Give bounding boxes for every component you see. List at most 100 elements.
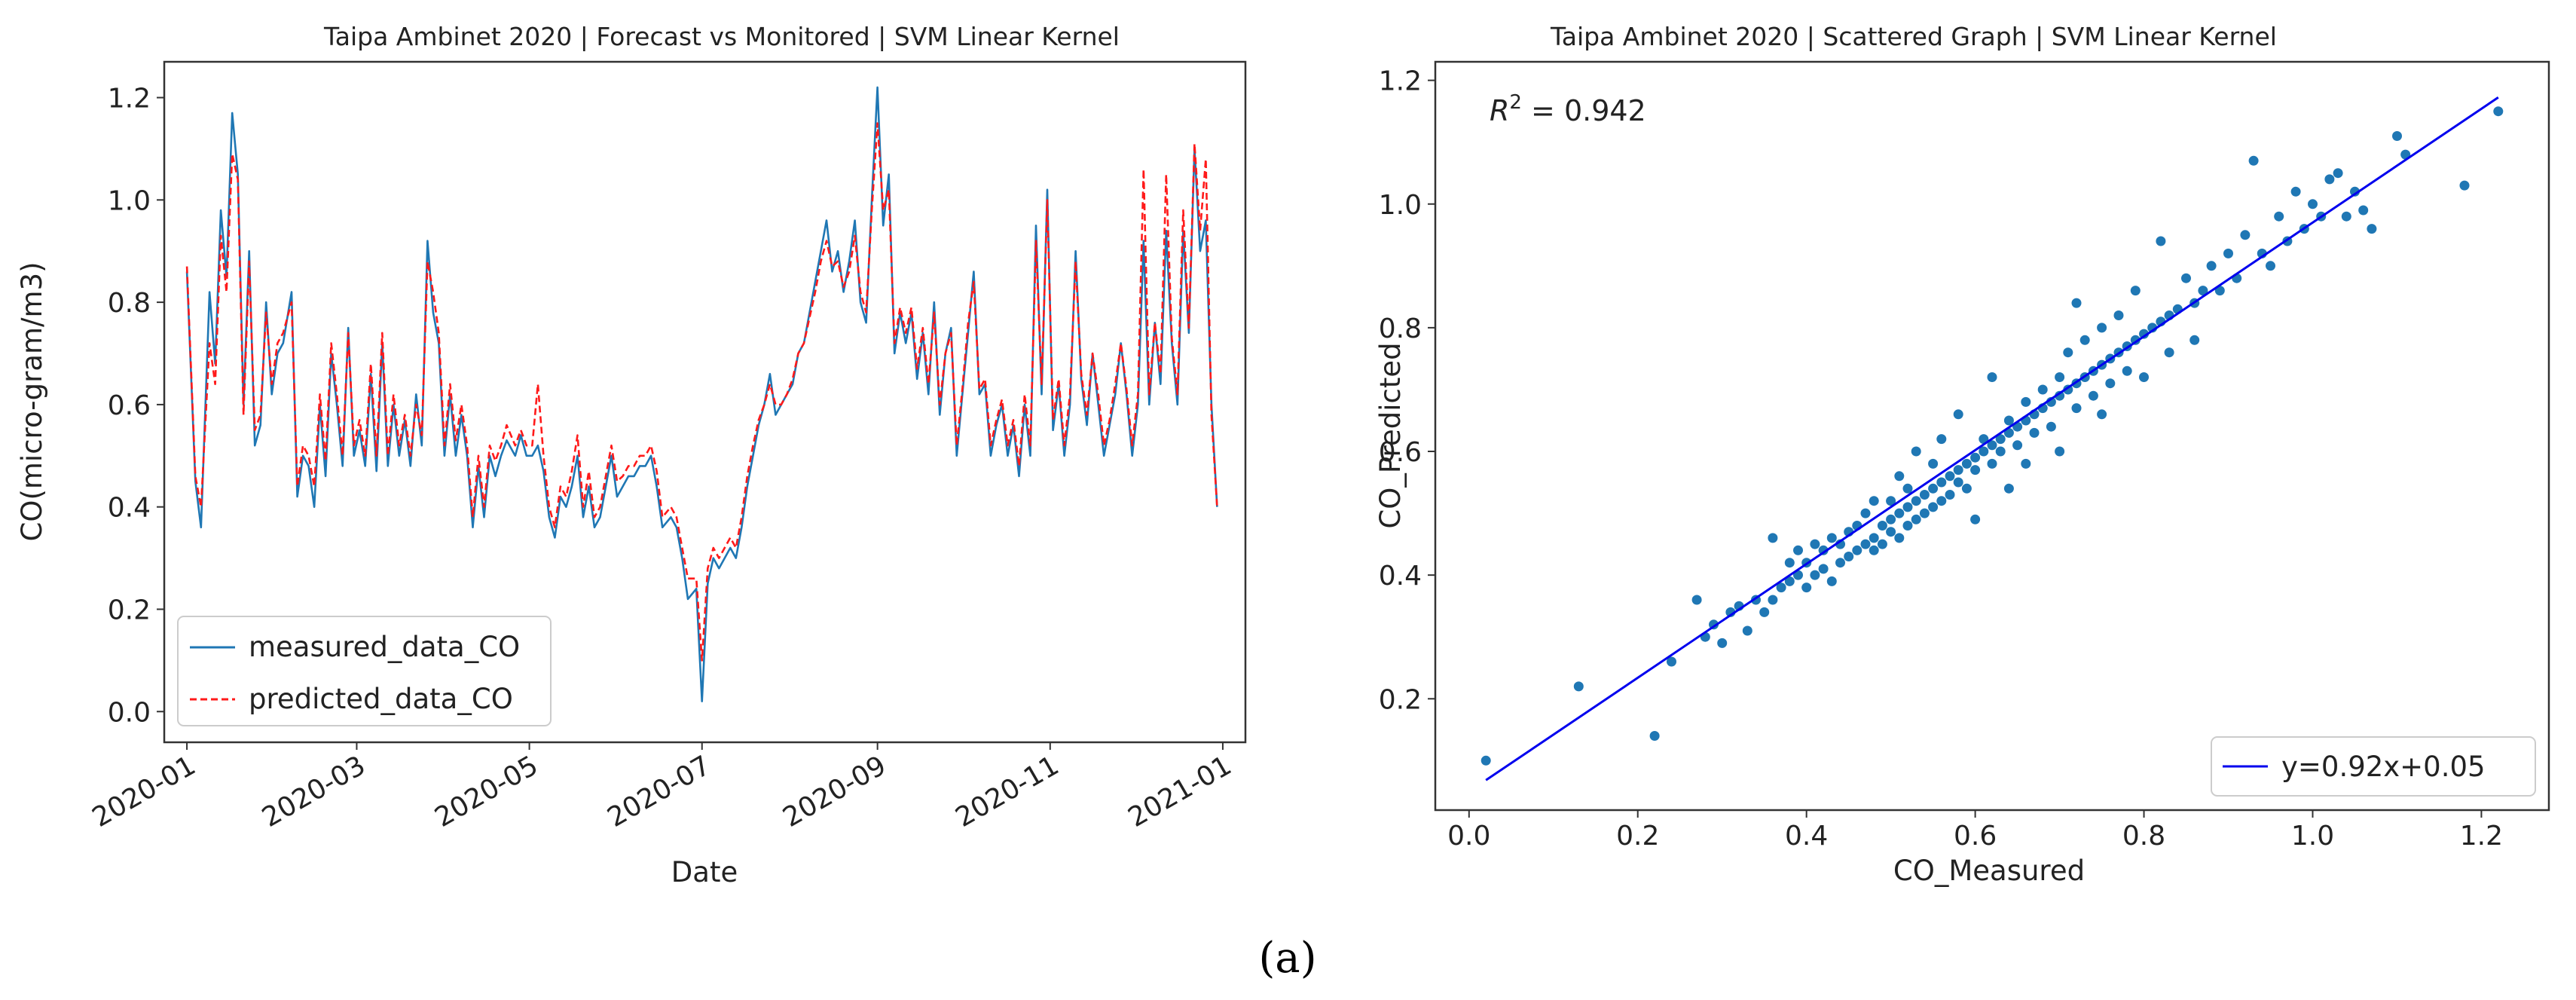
scatter-point xyxy=(1801,583,1812,593)
predicted-series-line xyxy=(185,122,1218,662)
left-xtick-label: 2020-03 xyxy=(257,750,371,833)
scatter-point xyxy=(2248,155,2259,166)
scatter-point xyxy=(2358,205,2369,216)
r2-value: = 0.942 xyxy=(1522,94,1646,127)
scatter-point xyxy=(2156,236,2166,246)
scatter-point xyxy=(1970,465,1981,476)
scatter-point xyxy=(2130,286,2141,296)
scatter-point xyxy=(1860,539,1871,549)
scatter-point xyxy=(1928,502,1939,512)
scatter-point xyxy=(2021,458,2031,469)
right-legend-box xyxy=(2211,736,2536,797)
scatter-point xyxy=(2055,390,2065,401)
scatter-point xyxy=(1928,483,1939,494)
scatter-point xyxy=(2105,378,2116,389)
scatter-point xyxy=(1953,477,1963,488)
scatter-point xyxy=(2223,248,2233,258)
scatter-point xyxy=(1987,440,1997,451)
scatter-point xyxy=(2029,427,2040,438)
scatter-point xyxy=(1810,570,1820,580)
right-xtick-label: 1.2 xyxy=(2460,821,2503,852)
scatter-point xyxy=(1768,595,1778,605)
scatter-point xyxy=(2012,440,2023,451)
scatter-point xyxy=(1902,521,1913,531)
left-legend-box xyxy=(177,616,552,726)
scatter-point xyxy=(1649,731,1660,741)
right-xtick-label: 0.2 xyxy=(1616,821,1659,852)
scatter-point xyxy=(1877,521,1887,531)
fit-line xyxy=(1485,96,2499,781)
right-plot-frame xyxy=(1434,60,2550,812)
scatter-point xyxy=(2198,286,2208,296)
right-legend: y=0.92x+0.05 xyxy=(2211,736,2536,797)
scatter-point xyxy=(2341,211,2351,222)
scatter-point xyxy=(1860,508,1871,518)
scatter-point xyxy=(2324,174,2335,185)
scatter-point xyxy=(1945,471,1955,482)
scatter-point xyxy=(1987,372,1997,382)
scatter-point xyxy=(2181,273,2191,283)
left-ytick-label: 0.8 xyxy=(108,288,151,319)
scatter-point xyxy=(2055,372,2065,382)
scatter-point xyxy=(2071,298,2082,308)
scatter-point xyxy=(1953,465,1963,476)
scatter-point xyxy=(2071,403,2082,414)
scatter-point xyxy=(2122,365,2132,376)
scatter-point xyxy=(1793,545,1803,555)
forecast-vs-monitored-chart: Taipa Ambinet 2020 | Forecast vs Monitor… xyxy=(16,22,1247,888)
scatter-point xyxy=(1844,552,1854,561)
scatter-point xyxy=(2493,106,2504,117)
scatter-point xyxy=(1928,458,1939,469)
scatter-point xyxy=(1759,607,1770,617)
scatter-point xyxy=(2206,261,2217,271)
scatter-point xyxy=(2055,446,2065,457)
measured-series-line xyxy=(185,86,1218,702)
scatter-point xyxy=(1784,576,1795,586)
scatter-point xyxy=(1987,458,1997,469)
right-ytick-label: 1.0 xyxy=(1379,190,1422,221)
scatter-point xyxy=(2274,211,2284,222)
scatter-point xyxy=(1784,558,1795,568)
scatter-point xyxy=(1894,471,1905,482)
scatter-point xyxy=(2266,261,2275,271)
scatter-point xyxy=(2046,421,2056,432)
scatter-point xyxy=(2003,483,2014,494)
scatter-point xyxy=(1869,496,1879,506)
scatter-points xyxy=(1481,106,2504,766)
r2-superscript: 2 xyxy=(1509,91,1522,114)
left-series-lines xyxy=(185,86,1218,702)
scatter-point xyxy=(2021,396,2031,407)
left-ytick-label: 0.2 xyxy=(108,595,151,625)
scatter-point xyxy=(2459,180,2470,191)
scatter-point xyxy=(1961,483,1972,494)
scatter-point xyxy=(1936,477,1947,488)
scatter-point xyxy=(1970,514,1981,524)
scatter-point xyxy=(1902,483,1913,494)
left-ytick-label: 1.2 xyxy=(108,84,151,115)
scatter-point xyxy=(1894,508,1905,518)
scatter-point xyxy=(1869,545,1879,555)
scatter-point xyxy=(1835,558,1845,568)
left-xtick-label: 2021-01 xyxy=(1123,750,1237,833)
left-xlabel: Date xyxy=(671,856,738,888)
scatter-point xyxy=(1886,527,1896,537)
left-xtick-label: 2020-09 xyxy=(778,750,891,833)
right-xtick-label: 0.0 xyxy=(1447,821,1490,852)
scatter-point xyxy=(1894,533,1905,543)
scatter-point xyxy=(1810,539,1820,549)
scatter-point xyxy=(1691,595,1702,605)
scatter-point xyxy=(2139,372,2149,382)
right-ytick-label: 0.4 xyxy=(1379,561,1422,592)
scatter-point xyxy=(2392,131,2402,141)
scatter-point xyxy=(2063,347,2073,358)
scatter-point xyxy=(2240,230,2251,240)
scatter-point xyxy=(1919,508,1930,518)
scatter-point xyxy=(1911,496,1921,506)
left-chart-title: Taipa Ambinet 2020 | Forecast vs Monitor… xyxy=(323,22,1120,51)
scatter-point xyxy=(1911,514,1921,524)
scatter-point xyxy=(1768,533,1778,543)
scatter-point xyxy=(1776,583,1786,593)
r2-annotation: R2 = 0.942 xyxy=(1490,91,1646,127)
scatter-point xyxy=(2097,323,2107,333)
right-ytick-label: 0.6 xyxy=(1379,437,1422,468)
